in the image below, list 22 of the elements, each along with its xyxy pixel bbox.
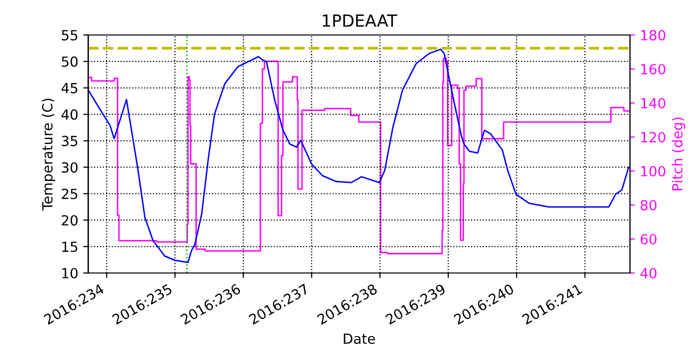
chart-title: 1PDEAAT: [322, 14, 398, 27]
y-axis-title: Temperature (C): [42, 98, 56, 210]
y2-tick-label: 40: [640, 268, 656, 278]
y2-tick-label: 120: [641, 132, 666, 142]
y-tick-label: 30: [62, 162, 78, 173]
y2-tick-label: 100: [641, 166, 666, 176]
y2-tick-label: 160: [641, 64, 666, 74]
x-axis-title: Date: [344, 334, 375, 344]
y2-tick-label: 80: [640, 200, 656, 210]
y-tick-label: 10: [62, 268, 78, 278]
y-tick-label: 15: [62, 242, 78, 252]
y-tick-label: 25: [62, 188, 78, 200]
y-tick-label: 45: [61, 83, 78, 94]
y-tick-label: 50: [62, 56, 78, 67]
y-tick-label: 35: [62, 136, 78, 146]
y2-tick-label: 180: [641, 30, 666, 40]
y-tick-label: 40: [61, 109, 78, 120]
y2-tick-label: 140: [641, 98, 666, 108]
y-tick-label: 20: [62, 215, 78, 226]
y-tick-label: 55: [62, 30, 78, 40]
y2-tick-label: 60: [640, 234, 656, 244]
y2-axis-title: Pitch (deg): [672, 118, 686, 190]
